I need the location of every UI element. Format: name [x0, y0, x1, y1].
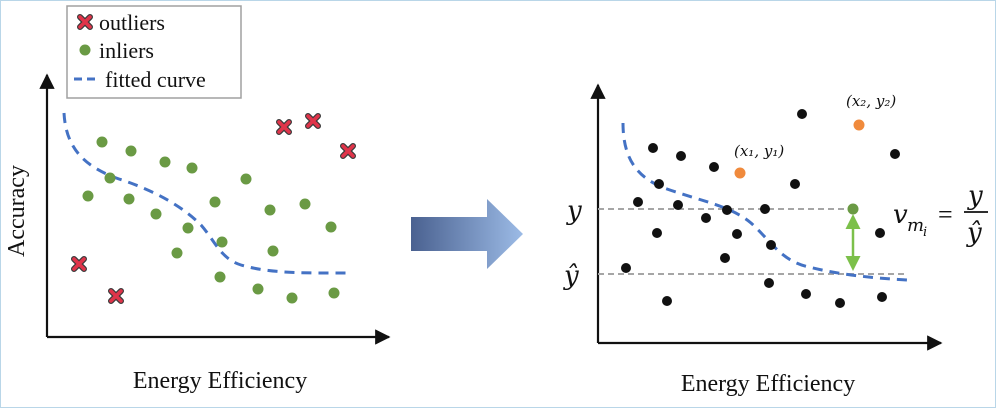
data-point [621, 263, 631, 273]
inlier-point [125, 145, 137, 157]
data-point [676, 151, 686, 161]
legend-label-inliers: inliers [99, 38, 154, 63]
data-point [720, 253, 730, 263]
formula-sub: m [907, 215, 924, 236]
data-point [709, 162, 719, 172]
point1-label: (x₁, y₁) [734, 142, 784, 160]
outlier-point [108, 288, 124, 304]
inlier-point [150, 208, 162, 220]
left-x-axis-title: Energy Efficiency [133, 368, 307, 394]
data-point [654, 179, 664, 189]
inlier-point [325, 221, 337, 233]
data-point [701, 213, 711, 223]
legend-label-outliers: outliers [99, 10, 165, 35]
inlier-point [267, 245, 279, 257]
inlier-point [286, 292, 298, 304]
inlier-point [96, 136, 108, 148]
inlier-point [214, 271, 226, 283]
formula-numerator: y [967, 181, 983, 211]
inlier-point [82, 190, 94, 202]
legend-box [66, 5, 242, 99]
legend-outlier-marker [77, 14, 93, 30]
inlier-point [252, 283, 264, 295]
green-point [847, 203, 859, 215]
data-point [633, 197, 643, 207]
data-point [890, 149, 900, 159]
data-point [760, 204, 770, 214]
data-point [662, 296, 672, 306]
legend-label-fitted-curve: fitted curve [105, 67, 206, 92]
inlier-point [123, 193, 135, 205]
orange-point-2 [853, 119, 865, 131]
inlier-points [82, 136, 340, 304]
data-point [764, 278, 774, 288]
data-point [732, 229, 742, 239]
formula-subsub: i [923, 225, 927, 240]
inlier-point [186, 162, 198, 174]
inlier-point [171, 247, 183, 259]
y-label: y [566, 196, 582, 226]
left-plot: outliers inliers fitted curve Accuracy E… [4, 5, 391, 394]
outlier-point [340, 143, 356, 159]
data-point [875, 228, 885, 238]
inlier-point [240, 173, 252, 185]
right-plot: (x₁, y₁) (x₂, y₂) y ŷ v m i = y ŷ Energy… [563, 83, 988, 397]
data-point [652, 228, 662, 238]
inlier-point [328, 287, 340, 299]
data-point [801, 289, 811, 299]
right-x-axis-title: Energy Efficiency [681, 371, 855, 397]
data-point [648, 143, 658, 153]
outlier-point [71, 256, 87, 272]
data-point [766, 240, 776, 250]
left-y-axis-title: Accuracy [4, 165, 30, 257]
data-point [835, 298, 845, 308]
inlier-point [159, 156, 171, 168]
data-points [621, 109, 900, 308]
formula-denominator: ŷ [966, 218, 982, 248]
outlier-points [71, 113, 356, 304]
legend: outliers inliers fitted curve [66, 5, 242, 99]
data-point [877, 292, 887, 302]
orange-point-1 [734, 167, 746, 179]
inlier-point [264, 204, 276, 216]
formula-equals: = [938, 200, 953, 229]
inlier-point [299, 198, 311, 210]
data-point [797, 109, 807, 119]
legend-inlier-marker [79, 44, 91, 56]
inlier-point [104, 172, 116, 184]
data-point [790, 179, 800, 189]
data-point [722, 205, 732, 215]
point2-label: (x₂, y₂) [846, 92, 896, 110]
data-point [673, 200, 683, 210]
outlier-point [276, 119, 292, 135]
formula-lhs: v [893, 200, 908, 230]
right-fitted-curve [621, 122, 908, 282]
ratio-formula: v m i = y ŷ [893, 181, 988, 248]
yhat-label: ŷ [563, 261, 579, 291]
inlier-point [209, 196, 221, 208]
outlier-point [305, 113, 321, 129]
transition-arrow [411, 199, 523, 269]
inlier-point [182, 222, 194, 234]
left-fitted-curve [62, 112, 350, 275]
inlier-point [216, 236, 228, 248]
